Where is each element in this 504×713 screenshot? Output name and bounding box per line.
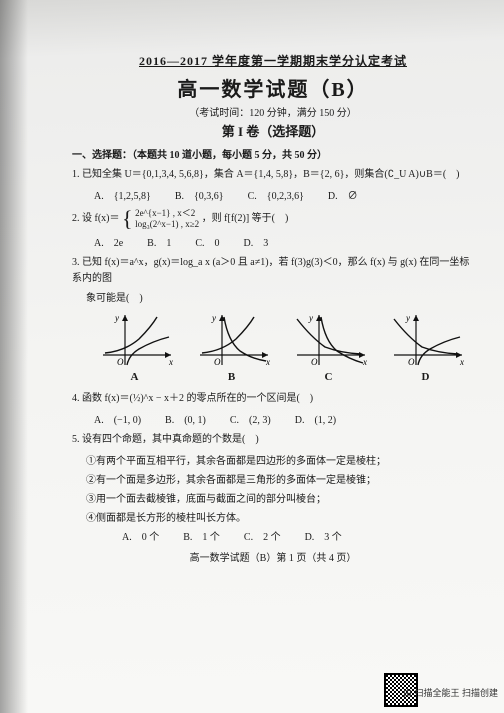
year-line: 2016—2017 学年度第一学期期末学分认定考试 — [72, 52, 474, 69]
graph-label-b: B — [192, 371, 272, 383]
q3-graphs: x y O x y O — [86, 311, 474, 369]
qr-caption: 由 扫描全能王 扫描创建 — [403, 686, 498, 699]
q1-options: A. {1,2,5,8} B. {0,3,6} C. {0,2,3,6} D. … — [72, 187, 474, 202]
exam-info: （考试时间：120 分钟，满分 150 分） — [72, 104, 474, 119]
q4-options: A. (−1, 0) B. (0, 1) C. (2, 3) D. (1, 2) — [72, 411, 474, 426]
q5-opt-d: D. 3 个 — [305, 528, 342, 543]
q5-p1: ①有两个平面互相平行，其余各面都是四边形的多面体一定是棱柱； — [86, 452, 474, 471]
q5-options: A. 0 个 B. 1 个 C. 2 个 D. 3 个 — [72, 528, 474, 543]
graph-a: x y O — [95, 311, 175, 369]
svg-text:O: O — [214, 357, 221, 367]
scan-shadow — [0, 0, 28, 713]
page-content: 2016—2017 学年度第一学期期末学分认定考试 高一数学试题（B） （考试时… — [72, 52, 474, 564]
svg-text:x: x — [362, 357, 367, 367]
svg-text:x: x — [459, 357, 464, 367]
svg-text:y: y — [114, 313, 119, 323]
q4-stem: 4. 函数 f(x)＝(½)^x − x＋2 的零点所在的一个区间是( ) — [72, 391, 474, 407]
q1-opt-a: A. {1,2,5,8} — [94, 187, 151, 202]
graph-c: x y O — [289, 311, 369, 369]
graph-b: x y O — [192, 311, 272, 369]
part-heading: 第 I 卷（选择题） — [72, 121, 474, 140]
graph-label-d: D — [386, 371, 466, 383]
q3-line2: 象可能是( ) — [72, 291, 474, 307]
svg-text:y: y — [405, 313, 410, 323]
q2-options: A. 2e B. 1 C. 0 D. 3 — [72, 234, 474, 249]
svg-text:O: O — [408, 357, 415, 367]
q5-p2: ②有一个面是多边形，其余各面都是三角形的多面体一定是棱锥； — [86, 471, 474, 490]
q5-propositions: ①有两个平面互相平行，其余各面都是四边形的多面体一定是棱柱； ②有一个面是多边形… — [72, 452, 474, 528]
section-mc-heading: 一、选择题：（本题共 10 道小题，每小题 5 分，共 50 分） — [72, 146, 474, 161]
q5-opt-c: C. 2 个 — [244, 528, 281, 543]
q5-opt-a: A. 0 个 — [122, 528, 159, 543]
graph-d: x y O — [386, 311, 466, 369]
q4-opt-b: B. (0, 1) — [165, 411, 206, 426]
graph-label-c: C — [289, 371, 369, 383]
q1-opt-b: B. {0,3,6} — [175, 187, 224, 202]
q2-lead: 2. 设 f(x)＝ — [72, 213, 120, 224]
q3-line1: 3. 已知 f(x)＝a^x，g(x)＝log_a x (a＞0 且 a≠1)，… — [72, 255, 474, 287]
q2-opt-a: A. 2e — [94, 234, 123, 249]
q5-p4: ④侧面都是长方形的棱柱叫长方体。 — [86, 509, 474, 528]
q2-case2: log₃(2^x−1) , x≥2 — [135, 219, 199, 229]
q1-opt-d: D. ∅ — [328, 187, 358, 202]
q1-opt-c: C. {0,2,3,6} — [248, 187, 304, 202]
q3-graph-labels: A B C D — [86, 371, 474, 383]
q2-tail: ，则 f[f(2)] 等于( ) — [202, 213, 289, 224]
svg-text:O: O — [311, 357, 318, 367]
q2-stem: 2. 设 f(x)＝ { 2e^{x−1} , x＜2 log₃(2^x−1) … — [72, 208, 474, 230]
q1-stem: 1. 已知全集 U＝{0,1,3,4, 5,6,8}，集合 A＝{1,4, 5,… — [72, 167, 474, 183]
q4-opt-c: C. (2, 3) — [230, 411, 271, 426]
q5-p3: ③用一个面去截棱锥，底面与截面之间的部分叫棱台； — [86, 490, 474, 509]
svg-text:x: x — [265, 357, 270, 367]
q2-opt-d: D. 3 — [244, 234, 269, 249]
svg-text:y: y — [308, 313, 313, 323]
q2-opt-c: C. 0 — [195, 234, 219, 249]
page-footer: 高一数学试题（B）第 1 页（共 4 页） — [72, 549, 474, 564]
exam-title: 高一数学试题（B） — [72, 73, 474, 102]
q4-opt-a: A. (−1, 0) — [94, 411, 141, 426]
q4-opt-d: D. (1, 2) — [295, 411, 336, 426]
q2-case1: 2e^{x−1} , x＜2 — [135, 208, 195, 218]
q2-opt-b: B. 1 — [147, 234, 171, 249]
brace-icon: { — [122, 210, 133, 228]
q5-opt-b: B. 1 个 — [183, 528, 220, 543]
svg-text:y: y — [211, 313, 216, 323]
graph-label-a: A — [95, 371, 175, 383]
q5-stem: 5. 设有四个命题，其中真命题的个数是( ) — [72, 432, 474, 448]
svg-text:x: x — [168, 357, 173, 367]
q2-cases: 2e^{x−1} , x＜2 log₃(2^x−1) , x≥2 — [135, 208, 199, 230]
svg-text:O: O — [117, 357, 124, 367]
